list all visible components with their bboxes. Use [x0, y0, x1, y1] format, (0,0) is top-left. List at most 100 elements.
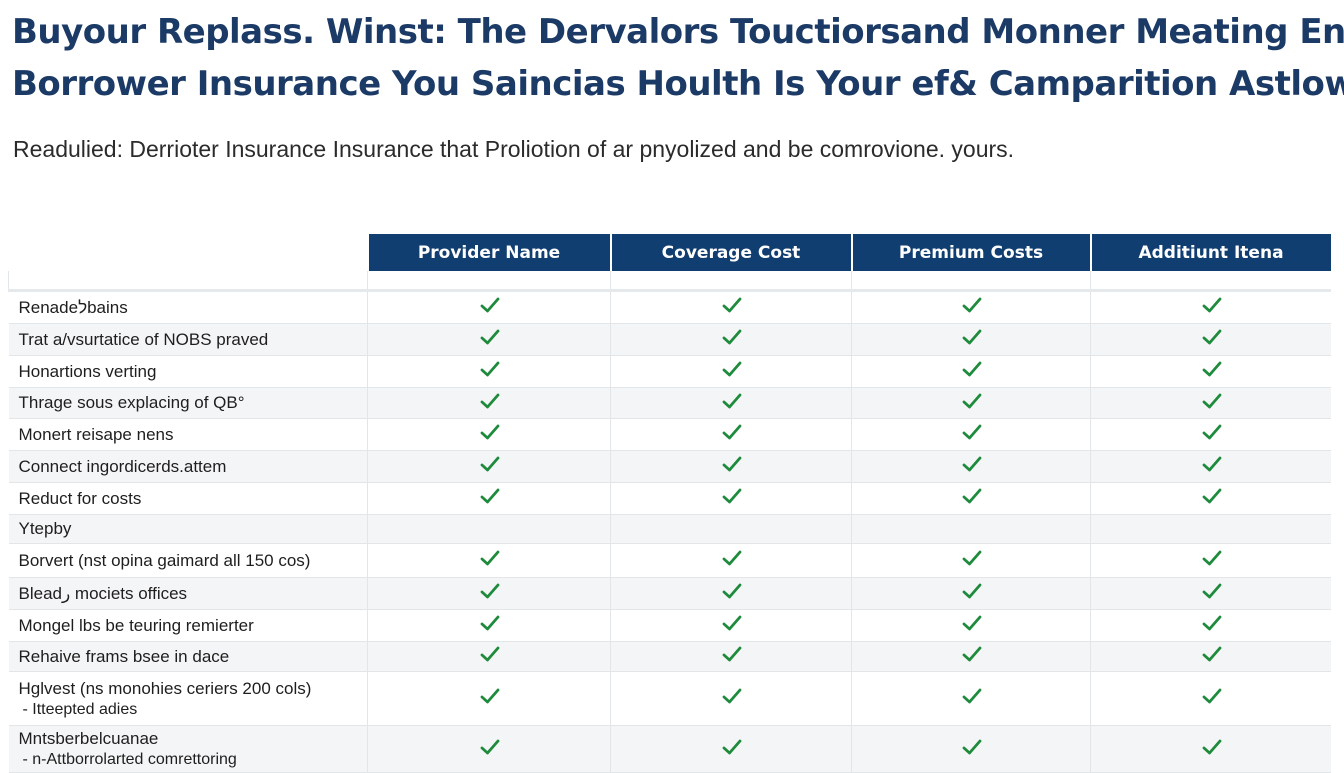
check-cell	[610, 450, 852, 483]
table-body: Renadeלbains Trat a/vsurtatice of NOBS pr…	[8, 271, 1331, 773]
checkmark-icon	[1202, 423, 1222, 441]
row-label-text: Honartions verting	[18, 361, 157, 381]
row-label-text: Hglvest (ns monohies ceriers 200 cols)	[18, 678, 312, 698]
table-row: Connect ingordicerds.attem	[8, 450, 1331, 483]
check-cell	[851, 577, 1091, 610]
checkmark-icon	[962, 392, 982, 410]
page-subtitle: Readulied: Derrioter Insurance Insurance…	[13, 136, 1015, 162]
check-cell	[851, 387, 1091, 419]
check-cell	[851, 290, 1091, 324]
checkmark-icon	[722, 645, 742, 663]
check-cell	[610, 671, 852, 726]
row-label: Rehaive frams bsee in dace	[8, 641, 368, 672]
check-cell	[1090, 418, 1331, 451]
checkmark-icon	[480, 487, 500, 505]
row-label-text: Connect ingordicerds.attem	[18, 456, 227, 476]
row-label-text: Bleadر mociets offices	[18, 583, 188, 603]
check-cell	[367, 450, 611, 483]
check-cell	[851, 355, 1091, 388]
checkmark-icon	[1202, 296, 1222, 314]
row-label: Renadeלbains	[8, 290, 368, 324]
row-label: Honartions verting	[8, 355, 368, 388]
check-cell	[851, 641, 1091, 672]
check-cell	[367, 671, 611, 726]
checkmark-icon	[480, 738, 500, 756]
check-cell	[851, 514, 1091, 544]
checkmark-icon	[480, 296, 500, 314]
check-cell	[610, 387, 852, 419]
check-cell	[367, 482, 611, 515]
check-cell	[851, 418, 1091, 451]
checkmark-icon	[1202, 645, 1222, 663]
checkmark-icon	[480, 328, 500, 346]
row-label: Mongel lbs be teuring remierter	[8, 609, 368, 642]
row-label-text: Borvert (nst opina gaimard all 150 cos)	[18, 550, 311, 570]
header-blank-cell	[9, 234, 368, 271]
row-label-text: Ytepby	[18, 519, 72, 538]
checkmark-icon	[962, 328, 982, 346]
checkmark-icon	[480, 549, 500, 567]
check-cell	[851, 323, 1091, 356]
checkmark-icon	[722, 392, 742, 410]
checkmark-icon	[480, 645, 500, 663]
table-row: Reduct for costs	[8, 482, 1331, 515]
row-sublabel-text: - n-Attborrolarted comrettoring	[22, 751, 237, 768]
checkmark-icon	[1202, 738, 1222, 756]
row-sublabel-text: - Itteepted adies	[22, 700, 138, 718]
table-row: Mongel lbs be teuring remierter	[8, 609, 1331, 642]
table-row: Honartions verting	[8, 355, 1331, 388]
checkmark-icon	[722, 614, 742, 632]
table-row: Trat a/vsurtatice of NOBS praved	[8, 323, 1331, 356]
check-cell	[367, 641, 611, 672]
table-row: Mntsberbelcuanae - n-Attborrolarted comre…	[8, 725, 1331, 773]
check-cell	[367, 418, 611, 451]
checkmark-icon	[722, 487, 742, 505]
checkmark-icon	[1202, 687, 1222, 705]
checkmark-icon	[962, 687, 982, 705]
checkmark-icon	[722, 423, 742, 441]
row-label: Monert reisape nens	[8, 418, 368, 451]
checkmark-icon	[1202, 455, 1222, 473]
checkmark-icon	[722, 455, 742, 473]
row-label-text: Reduct for costs	[18, 488, 142, 508]
check-cell	[610, 641, 852, 672]
check-cell	[1090, 609, 1331, 642]
check-cell	[610, 514, 852, 544]
checkmark-icon	[962, 296, 982, 314]
checkmark-icon	[1202, 487, 1222, 505]
check-cell	[367, 577, 611, 610]
check-cell	[1090, 641, 1331, 672]
checkmark-icon	[480, 582, 500, 600]
table-row: Hglvest (ns monohies ceriers 200 cols) - …	[8, 671, 1331, 726]
table-header-row: Provider Name Coverage Cost Premium Cost…	[9, 234, 1331, 271]
row-label-text: Mongel lbs be teuring remierter	[18, 615, 254, 635]
checkmark-icon	[1202, 549, 1222, 567]
check-cell	[367, 387, 611, 419]
row-label-text: Thrage sous explacing of QB°	[18, 393, 245, 412]
checkmark-icon	[1202, 614, 1222, 632]
check-cell	[851, 450, 1091, 483]
check-cell	[610, 418, 852, 451]
row-label: Reduct for costs	[8, 482, 368, 515]
table-row: Monert reisape nens	[8, 418, 1331, 451]
column-header-coverage: Coverage Cost	[609, 234, 852, 271]
title-line-1: Buyour Replass. Winst: The Dervalors Tou…	[12, 12, 1344, 52]
checkmark-icon	[1202, 392, 1222, 410]
check-cell	[610, 323, 852, 356]
checkmark-icon	[962, 582, 982, 600]
column-header-provider: Provider Name	[366, 234, 611, 271]
row-label: Connect ingordicerds.attem	[8, 450, 368, 483]
column-header-premium: Premium Costs	[850, 234, 1091, 271]
page-title: Buyour Replass. Winst: The Dervalors Tou…	[12, 6, 1344, 110]
checkmark-icon	[722, 738, 742, 756]
row-label-text: Trat a/vsurtatice of NOBS praved	[18, 329, 269, 349]
row-label: Ytepby	[8, 514, 368, 544]
row-label: Borvert (nst opina gaimard all 150 cos)	[8, 543, 368, 578]
checkmark-icon	[962, 423, 982, 441]
checkmark-icon	[480, 360, 500, 378]
checkmark-icon	[962, 360, 982, 378]
check-cell	[367, 355, 611, 388]
checkmark-icon	[962, 614, 982, 632]
comparison-table: Provider Name Coverage Cost Premium Cost…	[8, 234, 1331, 773]
checkmark-icon	[962, 738, 982, 756]
